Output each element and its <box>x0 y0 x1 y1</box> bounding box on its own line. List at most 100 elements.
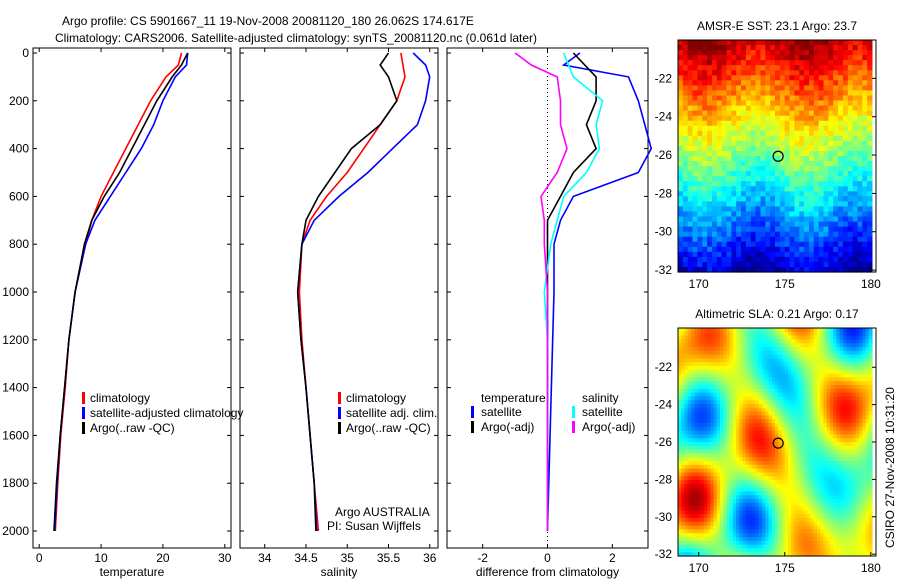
map-cell <box>807 544 812 549</box>
map-cell <box>758 464 763 470</box>
map-cell <box>804 468 808 473</box>
map-cell <box>703 483 708 489</box>
map-cell <box>736 388 740 394</box>
map-cell <box>789 201 795 207</box>
map-cell <box>690 468 695 473</box>
map-cell <box>710 354 715 359</box>
map-cell <box>687 343 692 348</box>
map-cell <box>828 231 834 238</box>
map-cell <box>681 358 685 363</box>
map-cell <box>799 50 805 56</box>
map-cell <box>736 256 742 263</box>
map-cell <box>678 328 682 333</box>
map-cell <box>813 510 818 515</box>
map-cell <box>742 525 747 530</box>
map-cell <box>781 419 786 424</box>
map-cell <box>694 552 698 557</box>
map-cell <box>817 476 821 481</box>
map-cell <box>867 120 873 127</box>
map-cell <box>755 487 760 492</box>
map-cell <box>742 411 747 416</box>
map-cell <box>762 540 766 546</box>
map-cell <box>857 80 863 86</box>
map-cell <box>678 261 684 268</box>
map-cell <box>820 354 825 359</box>
map-cell <box>745 552 750 557</box>
map-cell <box>768 407 773 413</box>
map-cell <box>742 347 747 352</box>
map-cell <box>826 518 831 523</box>
map-cell <box>745 75 752 81</box>
map-cell <box>755 396 760 401</box>
map-cell <box>787 347 792 352</box>
map-cell <box>784 445 789 451</box>
map-cell <box>784 40 791 46</box>
map-cell <box>823 369 828 375</box>
map-cell <box>723 415 728 420</box>
map-cell <box>723 362 728 367</box>
map-cell <box>775 499 779 504</box>
map-cell <box>847 40 854 46</box>
map-cell <box>682 251 689 258</box>
map-cell <box>794 151 800 157</box>
map-cell <box>758 396 763 401</box>
map-cell <box>684 396 689 401</box>
map-cell <box>852 130 858 137</box>
map-cell <box>733 373 737 378</box>
map-cell <box>742 366 747 371</box>
map-cell <box>823 145 829 152</box>
map-cell <box>697 472 702 477</box>
map-cell <box>794 506 799 511</box>
map-cell <box>678 396 682 401</box>
map-cell <box>813 120 820 127</box>
map-cell <box>836 396 841 401</box>
map-cell <box>760 130 766 137</box>
map-cell <box>700 544 705 549</box>
map-cell <box>768 388 773 394</box>
map-cell <box>749 487 753 492</box>
map-cell <box>775 400 779 405</box>
map-cell <box>789 261 795 268</box>
map-cell <box>692 267 698 273</box>
map-cell <box>813 196 820 202</box>
map-cell <box>694 445 698 451</box>
map-cell <box>809 60 815 66</box>
map-cell <box>771 331 776 337</box>
map-cell <box>684 442 689 447</box>
map-cell <box>838 95 844 102</box>
map-cell <box>791 426 795 432</box>
map-cell <box>721 191 727 197</box>
map-cell <box>692 145 698 152</box>
map-cell <box>765 533 770 538</box>
map-cell <box>852 211 858 218</box>
map-cell <box>710 510 715 515</box>
map-cell <box>775 206 781 212</box>
map-cell <box>813 70 820 76</box>
map-cell <box>726 449 731 454</box>
map-cell <box>716 476 721 481</box>
map-cell <box>762 487 766 492</box>
map-cell <box>760 236 766 243</box>
map-cell <box>784 70 791 76</box>
map-cell <box>720 510 724 515</box>
map-cell <box>779 191 786 197</box>
map-cell <box>755 251 761 258</box>
map-cell <box>729 385 734 390</box>
map-cell <box>681 533 685 538</box>
map-cell <box>791 388 795 394</box>
map-cell <box>760 140 766 147</box>
map-cell <box>830 331 834 337</box>
map-cell <box>687 529 692 534</box>
map-cell <box>804 533 808 538</box>
map-cell <box>836 358 841 363</box>
map-cell <box>823 176 829 182</box>
map-cell <box>687 110 694 117</box>
map-cell <box>823 70 829 76</box>
map-cell <box>750 105 757 112</box>
map-cell <box>813 544 818 549</box>
map-cell <box>775 156 781 162</box>
map-cell <box>729 343 734 348</box>
map-cell <box>713 457 718 462</box>
map-cell <box>752 442 757 447</box>
map-cell <box>823 226 829 233</box>
